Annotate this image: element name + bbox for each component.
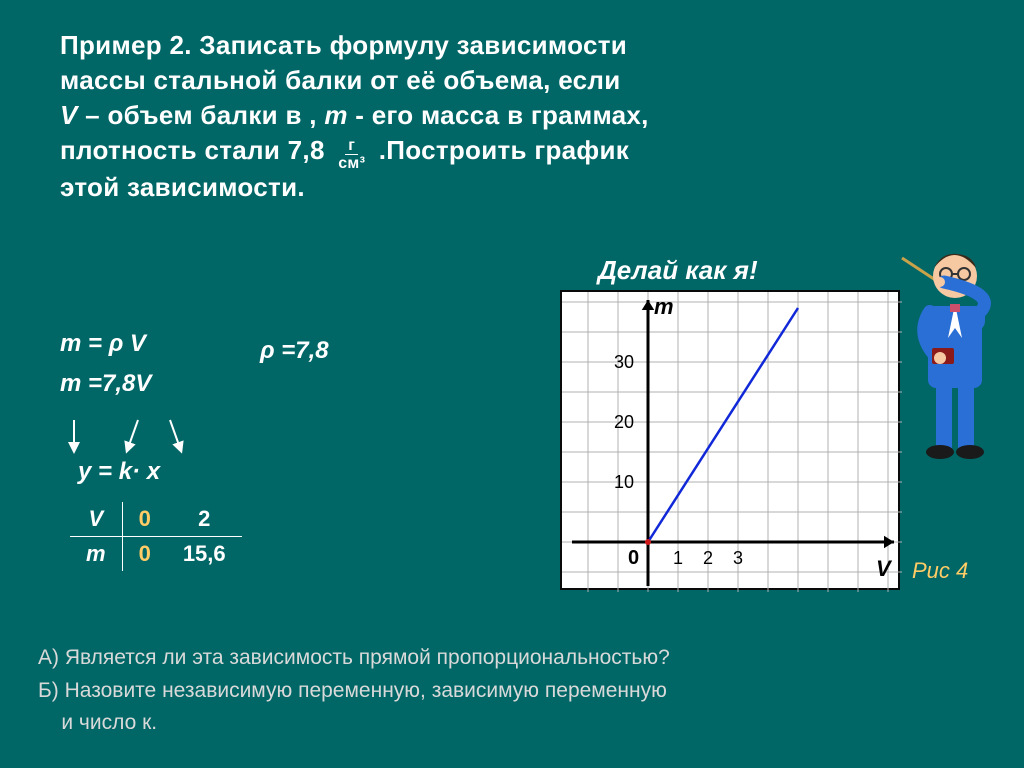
rho-value: ρ =7,8 — [260, 337, 329, 365]
table-row: V 0 2 — [70, 502, 242, 537]
txt: плотность стали 7,8 — [60, 135, 332, 165]
problem-line-3: V – объем балки в , m - его масса в грам… — [60, 98, 984, 133]
formula-y-kx: y = k· x — [78, 458, 160, 486]
svg-text:20: 20 — [614, 412, 634, 432]
teacher-illustration-icon — [900, 228, 1010, 478]
svg-text:V: V — [876, 556, 893, 581]
table-header-m: m — [70, 537, 122, 572]
mapping-arrows-icon — [66, 418, 206, 458]
table-row: m 0 15,6 — [70, 537, 242, 572]
table-cell: 0 — [122, 537, 167, 572]
questions-block: А) Является ли эта зависимость прямой пр… — [38, 642, 984, 740]
question-b-2: и число к. — [38, 707, 984, 740]
txt: – объем балки в , — [78, 100, 325, 130]
problem-statement: Пример 2. Записать формулу зависимости м… — [60, 28, 984, 205]
svg-text:10: 10 — [614, 472, 634, 492]
txt: - его масса в граммах, — [348, 100, 649, 130]
problem-line-5: этой зависимости. — [60, 170, 984, 205]
chart-svg: 123 10 20 30 0 m V — [562, 292, 902, 592]
problem-line-4: плотность стали 7,8 г см³ .Построить гра… — [60, 133, 984, 169]
question-a: А) Является ли эта зависимость прямой пр… — [38, 642, 984, 675]
problem-line-2: массы стальной балки от её объема, если — [60, 63, 984, 98]
density-fraction: г см³ — [335, 138, 368, 173]
txt: .Построить график — [379, 135, 629, 165]
value-table: V 0 2 m 0 15,6 — [70, 502, 242, 571]
svg-text:m: m — [654, 294, 674, 319]
fraction-den: см³ — [335, 155, 368, 173]
formula-m-78v: m =7,8V — [60, 370, 151, 398]
svg-text:1: 1 — [673, 548, 683, 568]
svg-text:3: 3 — [733, 548, 743, 568]
txt: m =7,8 — [60, 370, 135, 397]
table-cell: 0 — [122, 502, 167, 537]
svg-text:0: 0 — [628, 547, 639, 569]
var-v: V — [60, 100, 78, 130]
problem-line-1: Пример 2. Записать формулу зависимости — [60, 28, 984, 63]
chart-area: 123 10 20 30 0 m V — [560, 290, 900, 590]
formula-block: m = ρ V m =7,8V — [60, 330, 151, 410]
svg-text:2: 2 — [703, 548, 713, 568]
hint-text: Делай как я! — [598, 255, 758, 286]
table-cell: 15,6 — [167, 537, 242, 572]
svg-text:30: 30 — [614, 352, 634, 372]
var-v-inline: V — [135, 370, 151, 397]
fraction-num: г — [345, 138, 358, 155]
table-cell: 2 — [167, 502, 242, 537]
question-b-1: Б) Назовите независимую переменную, зави… — [38, 675, 984, 708]
formula-m-rho-v: m = ρ V — [60, 330, 151, 358]
var-m: m — [324, 100, 347, 130]
table-header-v: V — [70, 502, 122, 537]
figure-label: Рис 4 — [912, 558, 968, 584]
